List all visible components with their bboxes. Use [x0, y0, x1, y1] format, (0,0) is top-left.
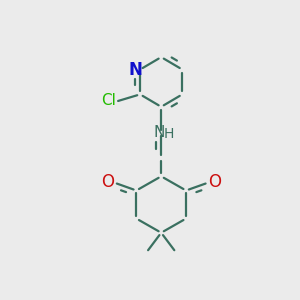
Text: N: N — [153, 125, 164, 140]
Text: O: O — [101, 172, 114, 190]
Text: H: H — [164, 127, 174, 141]
Text: N: N — [129, 61, 142, 79]
Text: Cl: Cl — [101, 93, 116, 108]
Text: O: O — [208, 172, 221, 190]
